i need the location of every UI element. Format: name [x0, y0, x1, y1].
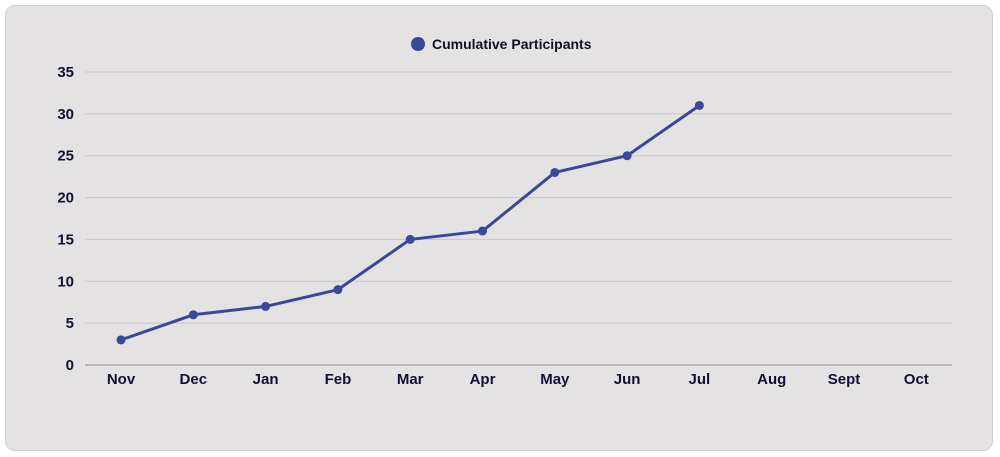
x-tick-label: Apr	[470, 371, 496, 388]
y-tick-label: 35	[57, 64, 74, 81]
chart-card	[5, 5, 993, 451]
y-tick-label: 5	[66, 315, 74, 332]
data-point	[622, 151, 632, 161]
x-tick-label: Sept	[828, 371, 861, 388]
x-tick-label: Aug	[757, 371, 786, 388]
x-tick-label: Mar	[397, 371, 424, 388]
y-tick-label: 30	[57, 106, 74, 123]
y-tick-label: 10	[57, 273, 74, 290]
data-point	[478, 226, 487, 236]
data-point	[550, 167, 560, 177]
y-tick-label: 15	[57, 231, 74, 248]
y-tick-label: 25	[57, 148, 74, 165]
data-point	[188, 310, 198, 320]
data-point	[333, 285, 343, 295]
y-tick-label: 20	[57, 190, 74, 207]
x-tick-label: Oct	[904, 371, 929, 388]
series-line	[120, 104, 701, 342]
x-axis-ticks: Nov Dec Jan Feb Mar Apr May Jun Jul Aug Sept Oct	[107, 371, 929, 388]
x-tick-label: Jan	[253, 371, 279, 388]
data-point	[116, 335, 126, 345]
legend-label: Cumulative Participants	[432, 36, 592, 52]
x-tick-label: Nov	[107, 371, 136, 388]
data-point	[261, 301, 271, 311]
x-tick-label: Feb	[325, 371, 352, 388]
data-point	[405, 234, 415, 244]
y-tick-label: 0	[66, 357, 74, 374]
x-tick-label: Jun	[614, 371, 641, 388]
legend: Cumulative Participants	[411, 36, 592, 52]
gridlines	[85, 71, 952, 366]
series-cumulative-participants	[116, 100, 704, 345]
y-axis-ticks: 0 5 10 15 20 25 30 35	[57, 64, 74, 374]
x-tick-label: Jul	[689, 371, 711, 388]
x-tick-label: Dec	[180, 371, 208, 388]
legend-marker	[411, 37, 425, 51]
x-tick-label: May	[540, 371, 570, 388]
data-point	[694, 100, 704, 110]
